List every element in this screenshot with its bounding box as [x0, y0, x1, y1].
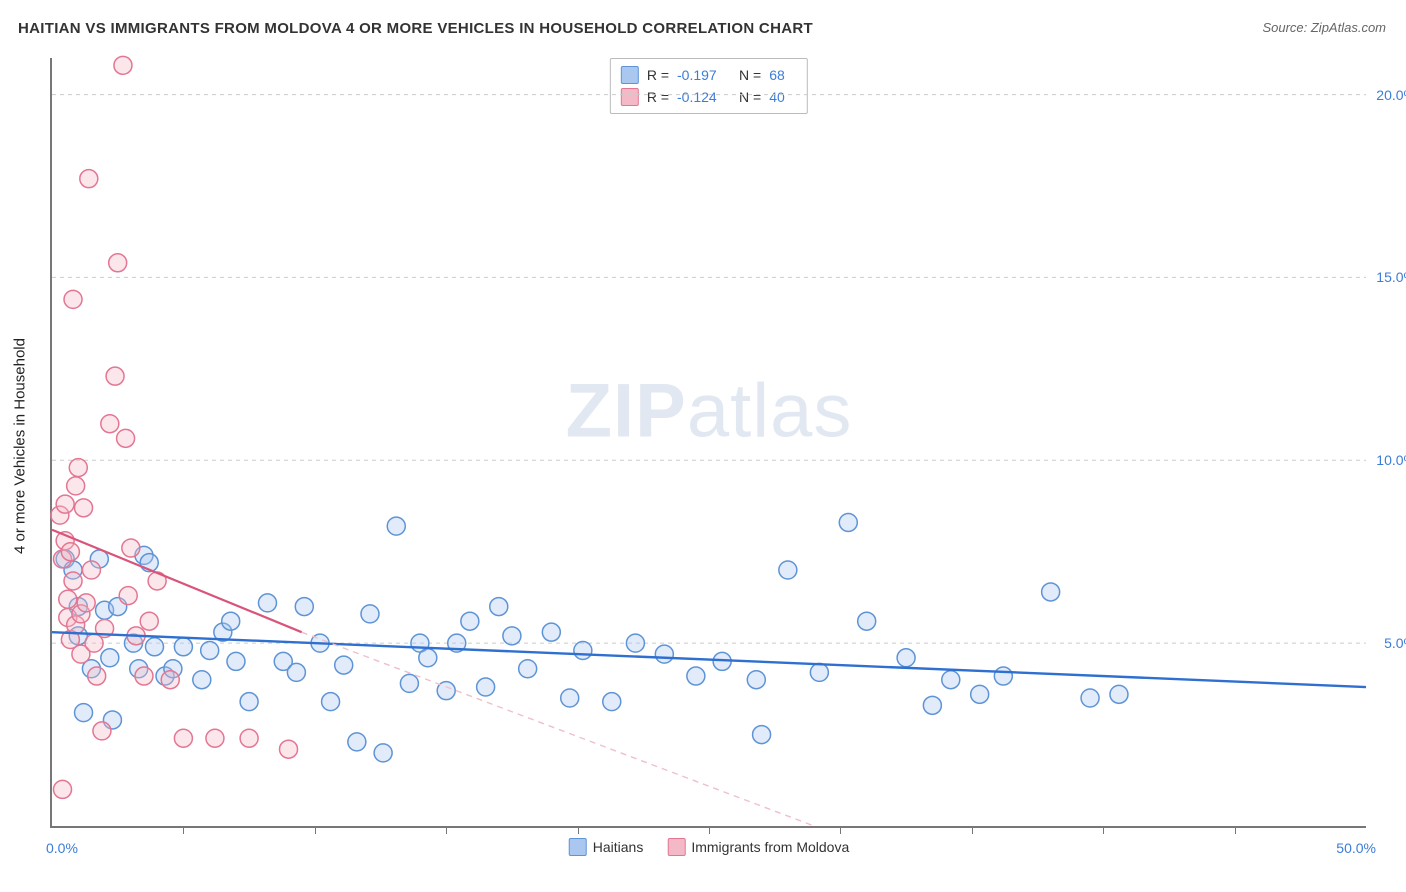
x-tick: [840, 826, 841, 834]
x-tick: [972, 826, 973, 834]
chart-title: HAITIAN VS IMMIGRANTS FROM MOLDOVA 4 OR …: [18, 20, 813, 37]
x-tick: [446, 826, 447, 834]
x-max-label: 50.0%: [1336, 840, 1376, 856]
swatch-haitians-icon: [569, 838, 587, 856]
legend-item-haitians: Haitians: [569, 838, 644, 856]
legend-label-moldova: Immigrants from Moldova: [691, 839, 849, 855]
x-tick: [709, 826, 710, 834]
swatch-moldova-icon: [667, 838, 685, 856]
plot-svg: [52, 58, 1366, 826]
x-tick: [315, 826, 316, 834]
x-tick: [1235, 826, 1236, 834]
source-label: Source: ZipAtlas.com: [1262, 20, 1386, 35]
y-tick-label: 10.0%: [1370, 452, 1406, 468]
x-tick: [578, 826, 579, 834]
y-tick-label: 15.0%: [1370, 269, 1406, 285]
x-min-label: 0.0%: [46, 840, 78, 856]
x-tick: [183, 826, 184, 834]
legend-label-haitians: Haitians: [593, 839, 644, 855]
y-axis-label: 4 or more Vehicles in Household: [12, 338, 29, 554]
series-legend: Haitians Immigrants from Moldova: [569, 838, 850, 856]
y-tick-label: 5.0%: [1370, 635, 1406, 651]
x-tick: [1103, 826, 1104, 834]
legend-item-moldova: Immigrants from Moldova: [667, 838, 849, 856]
y-tick-label: 20.0%: [1370, 87, 1406, 103]
plot-area: ZIPatlas R = -0.197 N = 68 R = -0.124 N …: [50, 58, 1366, 828]
